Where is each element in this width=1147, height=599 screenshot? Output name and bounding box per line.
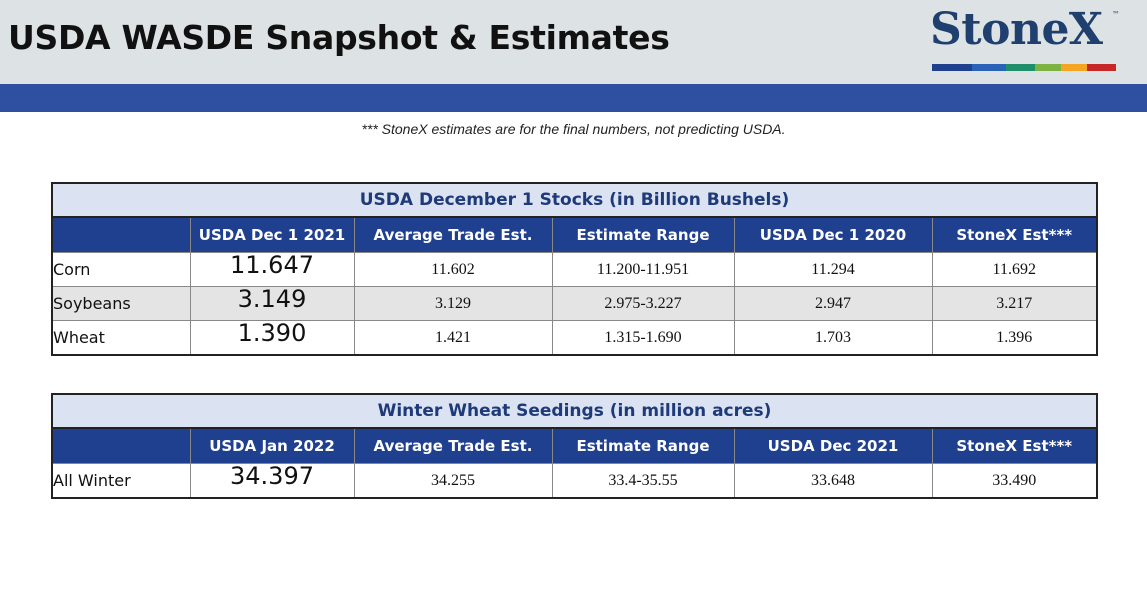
logo-bar-segment — [1005, 64, 1036, 71]
header-cell: StoneX Est*** — [931, 427, 1098, 464]
stonex-value: 1.396 — [931, 320, 1098, 356]
avg-trade-value: 1.421 — [353, 320, 553, 356]
prior-value: 2.947 — [733, 286, 933, 321]
page-title: USDA WASDE Snapshot & Estimates — [8, 18, 670, 57]
range-value: 11.200-11.951 — [551, 252, 735, 287]
usda-value: 11.647 — [189, 252, 355, 287]
stocks-table-title: USDA December 1 Stocks (in Billion Bushe… — [51, 182, 1098, 218]
usda-value: 1.390 — [189, 320, 355, 356]
estimate-note: *** StoneX estimates are for the final n… — [361, 121, 786, 137]
logo-bar-segment — [932, 64, 973, 71]
prior-value: 1.703 — [733, 320, 933, 356]
logo-bar-segment — [1086, 64, 1116, 71]
header-cell-blank — [51, 216, 191, 253]
header-cell: USDA Dec 1 2020 — [733, 216, 933, 253]
header-bar: USDA WASDE Snapshot & Estimates StoneX ™ — [0, 0, 1147, 84]
table-row-soybeans: Soybeans 3.149 3.129 2.975-3.227 2.947 3… — [51, 286, 1098, 321]
seedings-table-clip: Winter Wheat Seedings (in million acres)… — [0, 393, 1147, 501]
table-row-wheat: Wheat 1.390 1.421 1.315-1.690 1.703 1.39… — [51, 320, 1098, 356]
prior-value: 11.294 — [733, 252, 933, 287]
header-cell-blank — [51, 427, 191, 464]
table-row-all-winter: All Winter 34.397 34.255 33.4-35.55 33.6… — [51, 463, 1098, 499]
avg-trade-value: 34.255 — [353, 463, 553, 499]
header-cell: USDA Jan 2022 — [189, 427, 355, 464]
logo-bar-segment — [972, 64, 1006, 71]
stonex-value: 33.490 — [931, 463, 1098, 499]
logo-trademark: ™ — [1112, 10, 1120, 19]
logo-bar-segment — [1060, 64, 1087, 71]
header-cell: StoneX Est*** — [931, 216, 1098, 253]
crop-label: All Winter — [51, 463, 191, 499]
crop-label: Wheat — [51, 320, 191, 356]
stonex-value: 3.217 — [931, 286, 1098, 321]
range-value: 2.975-3.227 — [551, 286, 735, 321]
table-row-corn: Corn 11.647 11.602 11.200-11.951 11.294 … — [51, 252, 1098, 287]
range-value: 1.315-1.690 — [551, 320, 735, 356]
stocks-header-row: USDA Dec 1 2021 Average Trade Est. Estim… — [51, 216, 1098, 253]
header-band — [0, 84, 1147, 112]
stonex-value: 11.692 — [931, 252, 1098, 287]
seedings-table: Winter Wheat Seedings (in million acres)… — [50, 393, 1099, 499]
header-cell: Estimate Range — [551, 427, 735, 464]
avg-trade-value: 3.129 — [353, 286, 553, 321]
usda-value: 3.149 — [189, 286, 355, 321]
stonex-logo: StoneX ™ — [928, 4, 1138, 74]
header-cell: Average Trade Est. — [353, 427, 553, 464]
seedings-header-row: USDA Jan 2022 Average Trade Est. Estimat… — [51, 427, 1098, 464]
seedings-table-title: Winter Wheat Seedings (in million acres) — [50, 393, 1099, 429]
avg-trade-value: 11.602 — [353, 252, 553, 287]
logo-wordmark: StoneX — [930, 4, 1103, 55]
logo-bar-segment — [1035, 64, 1061, 71]
crop-label: Corn — [51, 252, 191, 287]
range-value: 33.4-35.55 — [551, 463, 735, 499]
usda-value: 34.397 — [189, 463, 355, 499]
header-cell: Estimate Range — [551, 216, 735, 253]
header-cell: Average Trade Est. — [353, 216, 553, 253]
header-cell: USDA Dec 1 2021 — [189, 216, 355, 253]
crop-label: Soybeans — [51, 286, 191, 321]
stocks-table: USDA December 1 Stocks (in Billion Bushe… — [51, 182, 1098, 356]
header-cell: USDA Dec 2021 — [733, 427, 933, 464]
prior-value: 33.648 — [733, 463, 933, 499]
logo-color-bar — [932, 64, 1116, 71]
